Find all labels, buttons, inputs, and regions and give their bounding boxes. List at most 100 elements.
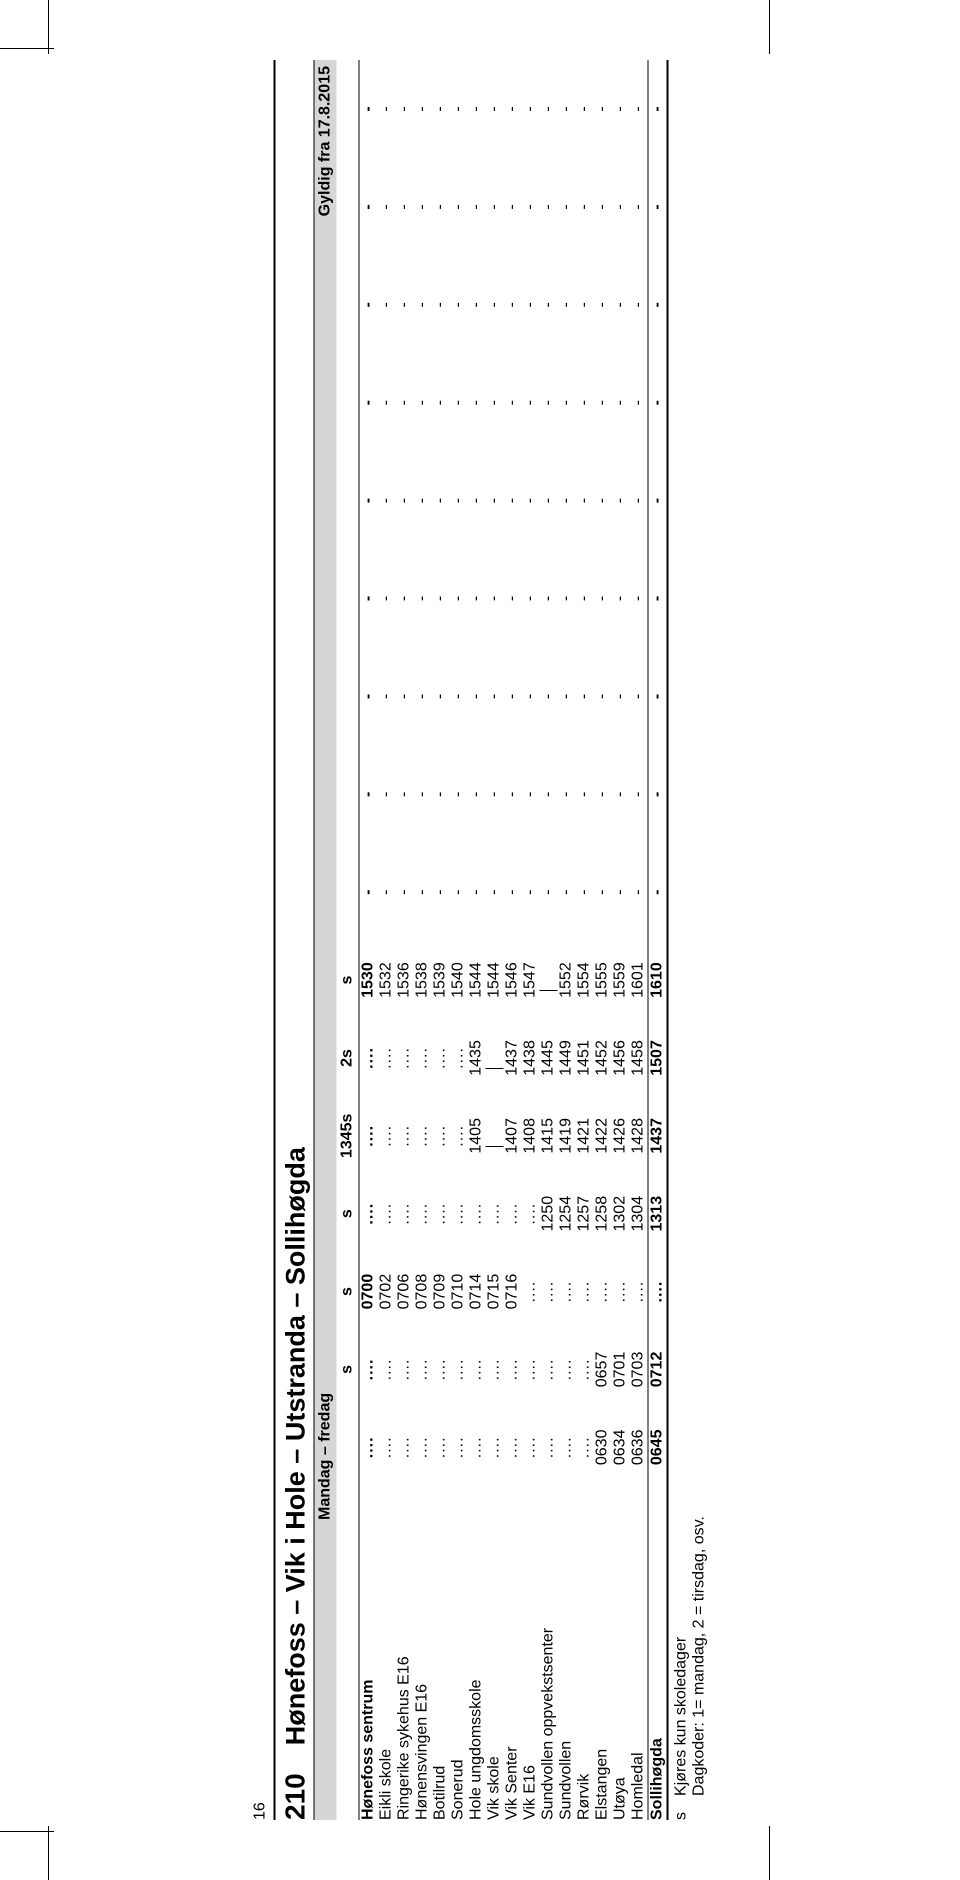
time-cell: - [359,354,378,452]
time-cell: - [414,60,432,158]
time-cell: .... [540,1253,558,1331]
stop-name-cell: Sollihøgda [648,1486,667,1820]
header-bar: Mandag – fredag Gyldig fra 17.8.2015 [314,60,337,1820]
time-cell: - [432,60,450,158]
time-cell: - [630,452,649,550]
time-cell: - [648,158,667,256]
time-cell: - [468,550,486,648]
time-cell: 1254 [558,1175,576,1253]
time-cell [486,1019,504,1097]
time-cell: 1610 [648,941,667,1019]
time-cell: - [522,745,540,843]
time-cell: 1507 [648,1019,667,1097]
time-cell: - [378,550,396,648]
time-cell: - [504,60,522,158]
time-cell: .... [432,1097,450,1175]
time-cell: - [522,354,540,452]
time-cell: - [576,158,594,256]
time-cell: .... [468,1331,486,1409]
time-cell: 1304 [630,1175,649,1253]
time-cell: - [414,452,432,550]
time-cell: - [396,550,414,648]
time-cell: - [612,452,630,550]
time-cell: - [396,60,414,158]
route-title-row: 210 Hønefoss – Vik i Hole – Utstranda – … [274,60,314,1820]
time-cell: - [540,60,558,158]
time-cell: .... [576,1331,594,1409]
time-cell: - [558,158,576,256]
time-cell: - [414,843,432,941]
footnote-line-1: Kjøres kun skoledager [673,1516,691,1796]
time-cell: - [576,843,594,941]
time-cell: - [359,647,378,745]
time-cell: - [612,256,630,354]
time-cell: .... [612,1253,630,1331]
departure-column-header [337,354,360,452]
time-cell: - [576,647,594,745]
route-name: Hønefoss – Vik i Hole – Utstranda – Soll… [281,1147,312,1745]
time-cell: - [504,745,522,843]
time-cell: .... [359,1175,378,1253]
table-row: Hole ungdomsskole........0714....1405143… [468,60,486,1820]
time-cell: 1540 [450,941,468,1019]
time-cell: 0657 [594,1331,612,1409]
time-cell: .... [414,1019,432,1097]
time-cell: - [432,745,450,843]
time-cell: - [648,452,667,550]
time-cell: 1421 [576,1097,594,1175]
time-cell: - [396,843,414,941]
time-cell: .... [594,1253,612,1331]
stop-name-cell: Homledal [630,1486,649,1820]
time-cell: 1313 [648,1175,667,1253]
time-cell: - [468,60,486,158]
time-cell: - [468,452,486,550]
time-cell: - [612,550,630,648]
time-cell: - [594,452,612,550]
time-cell: - [450,354,468,452]
stop-name-cell: Hønefoss sentrum [359,1486,378,1820]
time-cell: - [396,256,414,354]
time-cell: .... [504,1331,522,1409]
table-row: Vik Senter........0716....140714371546--… [504,60,522,1820]
time-cell: - [378,647,396,745]
time-cell: 1422 [594,1097,612,1175]
stop-name-cell: Ringerike sykehus E16 [396,1486,414,1820]
time-cell: - [359,60,378,158]
time-cell: - [522,843,540,941]
time-cell: - [486,452,504,550]
time-cell: 1536 [396,941,414,1019]
departure-column-header [337,158,360,256]
footnotes: s Kjøres kun skoledager Dagkoder: 1= man… [667,60,709,1820]
time-cell: - [630,745,649,843]
time-cell: - [612,354,630,452]
time-cell: 1415 [540,1097,558,1175]
time-cell: 1302 [612,1175,630,1253]
time-cell: - [378,158,396,256]
time-cell: 1458 [630,1019,649,1097]
time-cell: 0702 [378,1253,396,1331]
time-cell: 1456 [612,1019,630,1097]
time-cell: 1532 [378,941,396,1019]
time-cell: - [594,550,612,648]
time-cell: .... [359,1097,378,1175]
stop-name-cell: Vik skole [486,1486,504,1820]
time-cell: .... [504,1175,522,1253]
time-cell: - [432,647,450,745]
time-cell: - [630,60,649,158]
time-cell: - [522,647,540,745]
time-cell: - [450,843,468,941]
time-cell: - [414,256,432,354]
table-row: Sonerud........0710............1540-----… [450,60,468,1820]
stop-name-cell: Sonerud [450,1486,468,1820]
time-cell: .... [378,1097,396,1175]
time-cell: - [432,158,450,256]
time-cell: - [486,354,504,452]
time-cell: - [359,452,378,550]
time-cell: 1258 [594,1175,612,1253]
time-cell: .... [558,1253,576,1331]
table-row: Hønensvingen E16........0708............… [414,60,432,1820]
time-cell: .... [540,1408,558,1486]
departure-column-header: 1345s [337,1097,360,1175]
time-cell: .... [432,1331,450,1409]
time-cell: - [576,354,594,452]
